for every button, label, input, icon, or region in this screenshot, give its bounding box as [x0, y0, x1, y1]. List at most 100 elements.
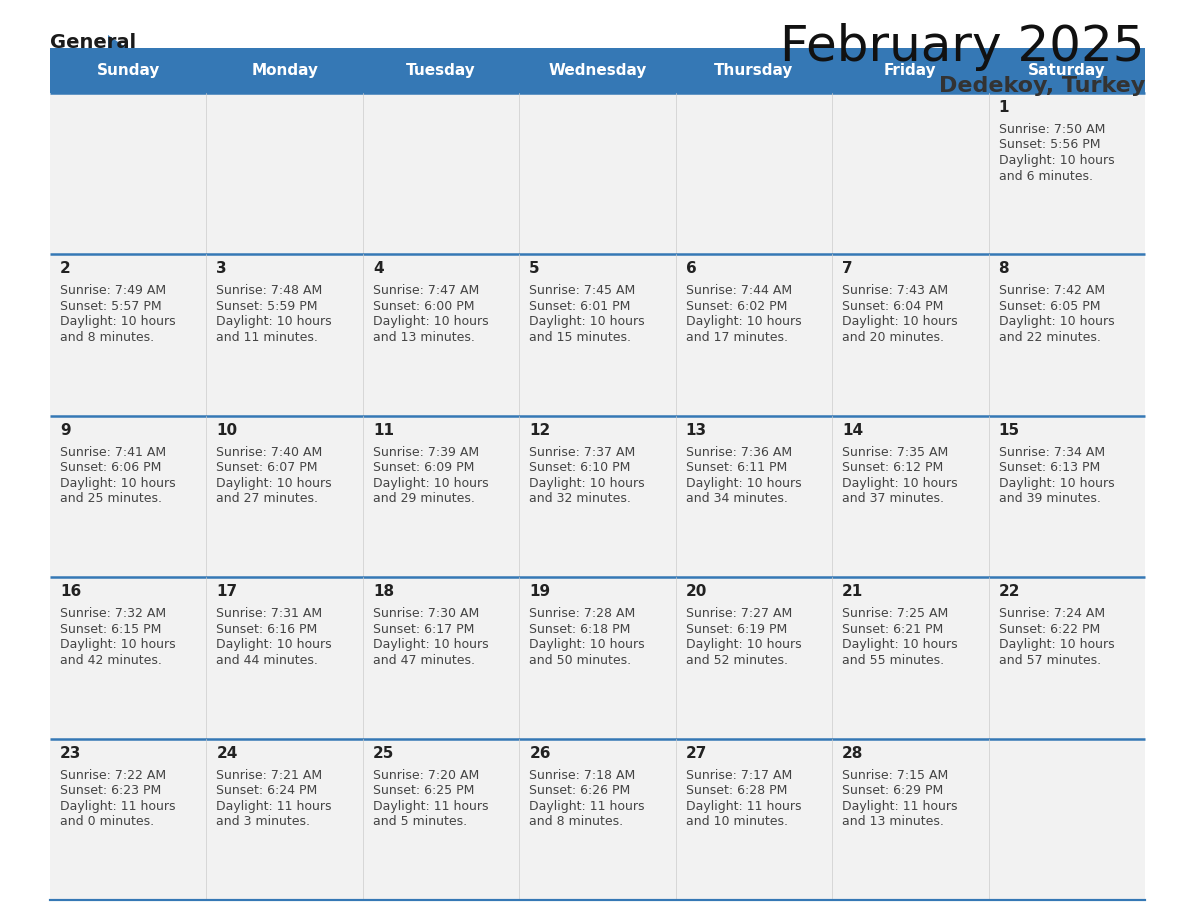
Text: Daylight: 10 hours: Daylight: 10 hours — [216, 476, 333, 490]
Text: Sunrise: 7:22 AM: Sunrise: 7:22 AM — [61, 768, 166, 781]
Text: Sunrise: 7:35 AM: Sunrise: 7:35 AM — [842, 446, 948, 459]
Text: Sunset: 6:05 PM: Sunset: 6:05 PM — [999, 300, 1100, 313]
Text: Daylight: 10 hours: Daylight: 10 hours — [216, 316, 333, 329]
Text: Sunset: 6:12 PM: Sunset: 6:12 PM — [842, 462, 943, 475]
Text: Daylight: 10 hours: Daylight: 10 hours — [999, 154, 1114, 167]
Text: Sunrise: 7:44 AM: Sunrise: 7:44 AM — [685, 285, 792, 297]
Text: Tuesday: Tuesday — [406, 63, 476, 78]
Text: Daylight: 11 hours: Daylight: 11 hours — [61, 800, 176, 812]
Text: and 13 minutes.: and 13 minutes. — [842, 815, 944, 828]
Text: Saturday: Saturday — [1028, 63, 1106, 78]
Text: 10: 10 — [216, 423, 238, 438]
Text: and 29 minutes.: and 29 minutes. — [373, 492, 475, 505]
Text: Dedekoy, Turkey: Dedekoy, Turkey — [939, 76, 1145, 96]
Text: Sunrise: 7:48 AM: Sunrise: 7:48 AM — [216, 285, 323, 297]
Text: Sunset: 6:21 PM: Sunset: 6:21 PM — [842, 622, 943, 635]
Text: Sunset: 6:09 PM: Sunset: 6:09 PM — [373, 462, 474, 475]
Text: Sunrise: 7:15 AM: Sunrise: 7:15 AM — [842, 768, 948, 781]
Text: Sunset: 6:25 PM: Sunset: 6:25 PM — [373, 784, 474, 797]
Text: and 44 minutes.: and 44 minutes. — [216, 654, 318, 666]
Text: Sunset: 6:13 PM: Sunset: 6:13 PM — [999, 462, 1100, 475]
Text: and 13 minutes.: and 13 minutes. — [373, 330, 475, 344]
Text: Sunset: 6:15 PM: Sunset: 6:15 PM — [61, 622, 162, 635]
Bar — [50, 416, 1145, 577]
Text: Sunset: 6:17 PM: Sunset: 6:17 PM — [373, 622, 474, 635]
Text: Daylight: 10 hours: Daylight: 10 hours — [842, 638, 958, 651]
Text: and 50 minutes.: and 50 minutes. — [530, 654, 631, 666]
Text: Sunrise: 7:41 AM: Sunrise: 7:41 AM — [61, 446, 166, 459]
Text: Sunrise: 7:42 AM: Sunrise: 7:42 AM — [999, 285, 1105, 297]
Text: 12: 12 — [530, 423, 550, 438]
Text: Sunrise: 7:30 AM: Sunrise: 7:30 AM — [373, 607, 479, 621]
Text: Sunset: 6:10 PM: Sunset: 6:10 PM — [530, 462, 631, 475]
Text: 17: 17 — [216, 584, 238, 599]
Text: Sunset: 6:24 PM: Sunset: 6:24 PM — [216, 784, 317, 797]
Text: 3: 3 — [216, 262, 227, 276]
Text: 28: 28 — [842, 745, 864, 761]
Text: and 57 minutes.: and 57 minutes. — [999, 654, 1101, 666]
Text: 14: 14 — [842, 423, 864, 438]
Text: Daylight: 11 hours: Daylight: 11 hours — [216, 800, 331, 812]
Text: Sunrise: 7:21 AM: Sunrise: 7:21 AM — [216, 768, 323, 781]
Text: Sunset: 6:02 PM: Sunset: 6:02 PM — [685, 300, 788, 313]
Text: and 32 minutes.: and 32 minutes. — [530, 492, 631, 505]
Text: Wednesday: Wednesday — [549, 63, 646, 78]
Text: 16: 16 — [61, 584, 81, 599]
Text: Sunset: 6:01 PM: Sunset: 6:01 PM — [530, 300, 631, 313]
Text: Sunset: 6:22 PM: Sunset: 6:22 PM — [999, 622, 1100, 635]
Text: Sunrise: 7:24 AM: Sunrise: 7:24 AM — [999, 607, 1105, 621]
Text: February 2025: February 2025 — [781, 23, 1145, 71]
Bar — [50, 577, 1145, 739]
Text: and 37 minutes.: and 37 minutes. — [842, 492, 944, 505]
Text: Sunset: 6:11 PM: Sunset: 6:11 PM — [685, 462, 786, 475]
Bar — [50, 254, 1145, 416]
Text: Sunrise: 7:36 AM: Sunrise: 7:36 AM — [685, 446, 792, 459]
Text: 9: 9 — [61, 423, 70, 438]
Text: Daylight: 10 hours: Daylight: 10 hours — [373, 638, 488, 651]
Text: Sunset: 6:19 PM: Sunset: 6:19 PM — [685, 622, 786, 635]
Text: 13: 13 — [685, 423, 707, 438]
Text: Sunrise: 7:18 AM: Sunrise: 7:18 AM — [530, 768, 636, 781]
Text: Sunset: 6:28 PM: Sunset: 6:28 PM — [685, 784, 788, 797]
Text: Daylight: 10 hours: Daylight: 10 hours — [685, 476, 802, 490]
Text: Sunrise: 7:20 AM: Sunrise: 7:20 AM — [373, 768, 479, 781]
Text: Sunrise: 7:25 AM: Sunrise: 7:25 AM — [842, 607, 948, 621]
Text: Sunday: Sunday — [96, 63, 160, 78]
Text: and 8 minutes.: and 8 minutes. — [530, 815, 624, 828]
Text: 18: 18 — [373, 584, 394, 599]
Text: 22: 22 — [999, 584, 1020, 599]
Bar — [50, 48, 1145, 93]
Text: Daylight: 10 hours: Daylight: 10 hours — [685, 316, 802, 329]
Text: and 25 minutes.: and 25 minutes. — [61, 492, 162, 505]
Text: Sunset: 5:56 PM: Sunset: 5:56 PM — [999, 139, 1100, 151]
Text: and 20 minutes.: and 20 minutes. — [842, 330, 944, 344]
Text: Sunrise: 7:32 AM: Sunrise: 7:32 AM — [61, 607, 166, 621]
Text: Sunrise: 7:28 AM: Sunrise: 7:28 AM — [530, 607, 636, 621]
Text: Daylight: 11 hours: Daylight: 11 hours — [373, 800, 488, 812]
Text: 4: 4 — [373, 262, 384, 276]
Text: and 42 minutes.: and 42 minutes. — [61, 654, 162, 666]
Text: 23: 23 — [61, 745, 81, 761]
Text: Sunrise: 7:27 AM: Sunrise: 7:27 AM — [685, 607, 792, 621]
Text: Daylight: 10 hours: Daylight: 10 hours — [530, 476, 645, 490]
Text: Daylight: 10 hours: Daylight: 10 hours — [216, 638, 333, 651]
Text: and 0 minutes.: and 0 minutes. — [61, 815, 154, 828]
Text: and 22 minutes.: and 22 minutes. — [999, 330, 1100, 344]
Text: Daylight: 10 hours: Daylight: 10 hours — [685, 638, 802, 651]
Text: Sunset: 6:04 PM: Sunset: 6:04 PM — [842, 300, 943, 313]
Text: Friday: Friday — [884, 63, 936, 78]
Text: Monday: Monday — [251, 63, 318, 78]
Text: Sunrise: 7:39 AM: Sunrise: 7:39 AM — [373, 446, 479, 459]
Text: Sunset: 6:06 PM: Sunset: 6:06 PM — [61, 462, 162, 475]
Bar — [50, 93, 1145, 254]
Text: Sunset: 6:16 PM: Sunset: 6:16 PM — [216, 622, 317, 635]
Text: Sunrise: 7:49 AM: Sunrise: 7:49 AM — [61, 285, 166, 297]
Text: Sunrise: 7:40 AM: Sunrise: 7:40 AM — [216, 446, 323, 459]
Text: Daylight: 10 hours: Daylight: 10 hours — [999, 316, 1114, 329]
Text: 2: 2 — [61, 262, 71, 276]
Text: Sunset: 6:07 PM: Sunset: 6:07 PM — [216, 462, 318, 475]
Text: Sunset: 6:23 PM: Sunset: 6:23 PM — [61, 784, 162, 797]
Text: and 10 minutes.: and 10 minutes. — [685, 815, 788, 828]
Text: Thursday: Thursday — [714, 63, 794, 78]
Text: Daylight: 10 hours: Daylight: 10 hours — [842, 476, 958, 490]
